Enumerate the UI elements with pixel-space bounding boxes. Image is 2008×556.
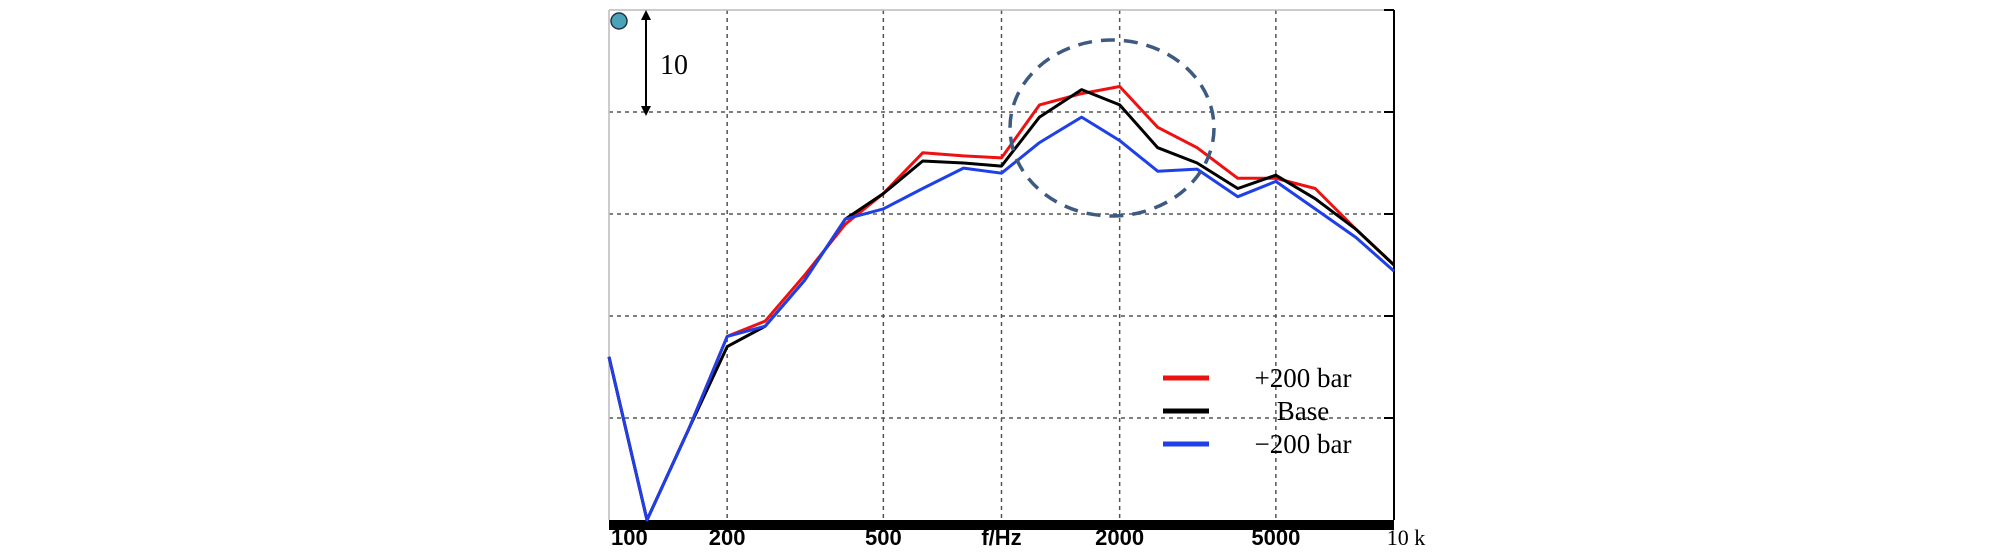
legend-label-2: −200 bar [1255, 429, 1352, 459]
x-tick-label: 200 [709, 525, 746, 550]
x-tick-labels: 100 200 500 f/Hz 2000 5000 10 k [611, 525, 1425, 550]
x-axis-bar [609, 520, 1394, 530]
x-tick-label: 5000 [1251, 525, 1300, 550]
scale-annotation: 10 [610, 10, 688, 116]
series-lines [607, 85, 1396, 522]
legend-label-1: Base [1277, 396, 1330, 426]
grid-lines [609, 10, 1394, 520]
highlight-circle [1008, 38, 1216, 218]
x-tick-label: 2000 [1095, 525, 1144, 550]
x-tick-label: f/Hz [981, 525, 1021, 550]
x-tick-label: 500 [865, 525, 902, 550]
scale-arrow-head-top [641, 10, 651, 20]
legend-label-0: +200 bar [1255, 363, 1352, 393]
x-tick-label: 10 k [1387, 525, 1426, 550]
settings-knob-icon[interactable] [610, 12, 628, 30]
scale-label: 10 [660, 50, 688, 81]
series-line-1 [607, 88, 1396, 522]
series-line-2 [607, 115, 1395, 522]
scale-arrow-head-bottom [641, 106, 651, 116]
x-tick-label: 100 [611, 525, 648, 550]
